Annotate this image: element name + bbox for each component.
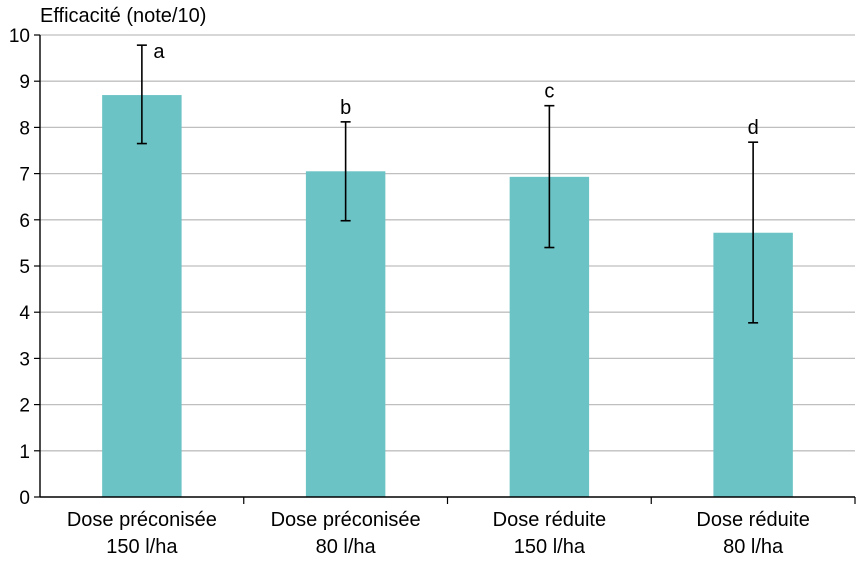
category-label: 80 l/ha [723,536,784,558]
bars [102,95,793,498]
category-label: Dose préconisée [67,509,217,531]
y-tick-label: 9 [19,72,30,93]
y-tick-label: 5 [19,257,30,278]
category-label: 80 l/ha [316,536,377,558]
category-label: Dose réduite [493,509,606,531]
category-label: 150 l/ha [514,536,586,558]
y-tick-label: 7 [19,165,30,186]
y-tick-label: 3 [19,349,30,370]
y-tick-label: 2 [19,396,30,417]
significance-label: a [153,41,165,63]
labels: 0 1 2 3 4 5 6 7 8 9 10 a Dose préconisée 150 l/ha b Dos… [9,26,810,558]
significance-label: b [340,97,351,119]
significance-label: c [544,81,554,103]
y-tick-label: 0 [19,488,30,509]
category-label: 150 l/ha [106,536,178,558]
y-tick-label: 10 [9,26,30,47]
y-tick-label: 4 [19,303,30,324]
category-label: Dose réduite [696,509,809,531]
y-axis-title: Efficacité (note/10) [40,5,206,27]
bar [305,171,386,498]
bar [102,95,182,497]
y-tick-label: 1 [19,442,30,463]
y-tick-label: 6 [19,211,30,232]
significance-label: d [748,117,759,139]
error-bars [136,44,759,324]
axes [34,34,856,504]
category-label: Dose préconisée [271,509,421,531]
y-tick-label: 8 [19,118,30,139]
